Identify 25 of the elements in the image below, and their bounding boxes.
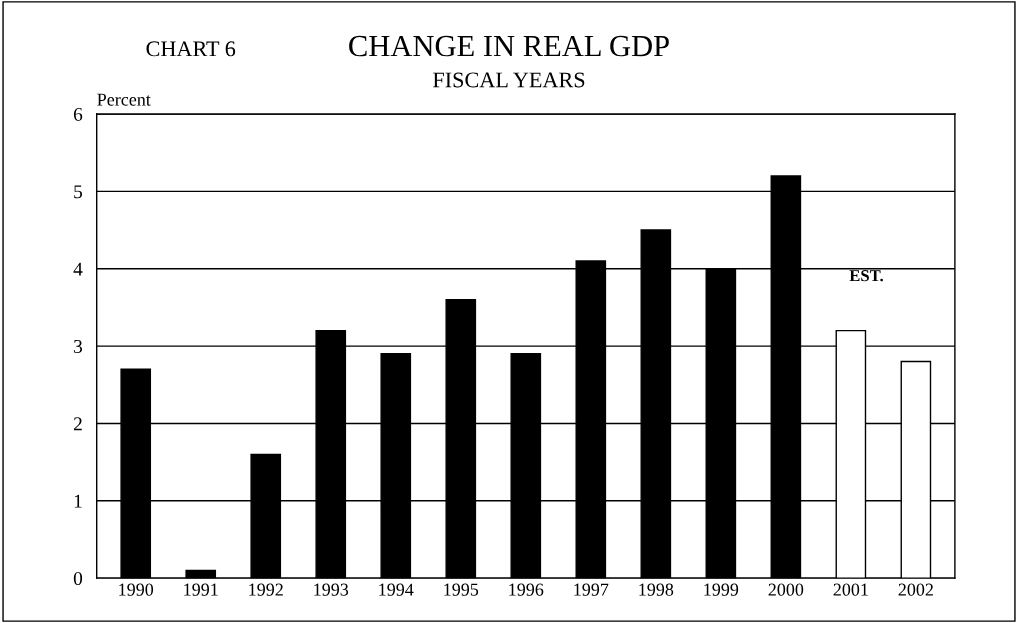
x-tick-label: 1994 (379, 583, 414, 596)
chart-subtitle: FISCAL YEARS (432, 72, 585, 88)
x-tick-label: 2002 (898, 583, 933, 596)
y-tick-label: 1 (74, 494, 82, 508)
caption: CHART 6 (146, 41, 236, 57)
x-tick-label: 1993 (314, 583, 349, 596)
y-tick-label: 3 (74, 339, 83, 354)
x-tick-label: 1998 (639, 583, 674, 596)
chart-title: CHANGE IN REAL GDP (349, 35, 669, 57)
y-tick-label: 0 (73, 571, 83, 586)
y-tick-label: 5 (74, 185, 83, 199)
y-tick-label: 2 (73, 417, 82, 431)
x-tick-label: 1997 (574, 583, 609, 596)
x-tick-label: 1995 (444, 583, 479, 596)
x-tick-label: 1990 (119, 583, 154, 596)
annotation: EST. (849, 270, 883, 282)
y-tick-label: 4 (73, 262, 83, 276)
x-tick-label: 1991 (184, 583, 218, 596)
x-tick-label: 1999 (704, 583, 739, 596)
x-tick-label: 1996 (509, 583, 544, 596)
y-axis-title: Percent (97, 93, 151, 106)
y-tick-label: 6 (73, 107, 83, 121)
x-tick-label: 2000 (768, 583, 804, 596)
x-tick-label: 1992 (249, 583, 283, 596)
x-tick-label: 2001 (833, 583, 868, 596)
